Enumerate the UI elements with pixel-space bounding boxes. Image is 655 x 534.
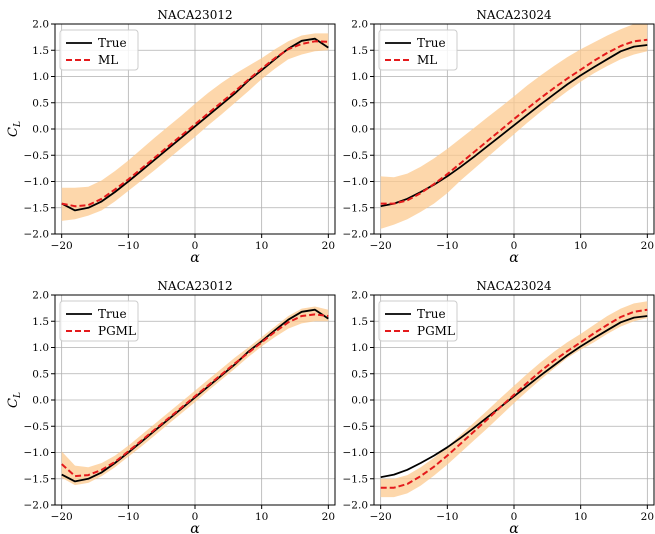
x-axis-label: α bbox=[509, 250, 519, 266]
y-tick-label: 1.0 bbox=[351, 342, 368, 354]
y-tick-label: 0.5 bbox=[351, 97, 368, 109]
y-tick-label: 2.0 bbox=[351, 19, 368, 31]
x-tick-label: 0 bbox=[192, 511, 199, 523]
y-tick-label: 0.5 bbox=[32, 97, 49, 109]
y-tick-label: 0.0 bbox=[351, 124, 368, 136]
y-tick-label: 2.0 bbox=[32, 290, 49, 302]
y-tick-label: −1.0 bbox=[343, 447, 369, 459]
y-tick-label: 0.5 bbox=[351, 368, 368, 380]
y-tick-label: −1.5 bbox=[343, 202, 369, 214]
y-tick-label: −1.5 bbox=[24, 473, 50, 485]
x-tick-label: −10 bbox=[117, 240, 139, 252]
x-tick-label: 10 bbox=[574, 511, 587, 523]
x-tick-label: 10 bbox=[255, 511, 268, 523]
series-line-true bbox=[380, 315, 648, 479]
chart-title: NACA23012 bbox=[157, 279, 232, 293]
series-line-pgml bbox=[61, 313, 329, 478]
x-tick-label: −20 bbox=[51, 511, 73, 523]
x-tick-label: 20 bbox=[322, 511, 335, 523]
y-tick-label: 0.0 bbox=[32, 124, 49, 136]
y-tick-label: −1.5 bbox=[24, 202, 50, 214]
y-tick-label: 1.5 bbox=[32, 316, 49, 328]
y-axis-label-main: C bbox=[6, 398, 21, 408]
y-tick-label: −2.0 bbox=[343, 229, 369, 241]
y-tick-label: 2.0 bbox=[351, 290, 368, 302]
y-tick-label: −1.0 bbox=[24, 447, 50, 459]
x-tick-label: −10 bbox=[436, 240, 458, 252]
y-tick-label: 1.0 bbox=[351, 71, 368, 83]
y-tick-label: 1.0 bbox=[32, 342, 49, 354]
y-tick-label: 0.5 bbox=[32, 368, 49, 380]
series-line-ml bbox=[61, 40, 329, 208]
y-axis-label-main: C bbox=[6, 127, 21, 137]
y-axis-label: CL bbox=[6, 392, 23, 408]
x-tick-label: 0 bbox=[192, 240, 199, 252]
x-tick-label: 10 bbox=[574, 240, 587, 252]
x-tick-label: −10 bbox=[436, 511, 458, 523]
series-line-ml bbox=[380, 38, 648, 205]
y-tick-label: −2.0 bbox=[343, 500, 369, 512]
chart-title: NACA23024 bbox=[476, 8, 552, 22]
legend-label-true: True bbox=[98, 36, 127, 50]
y-tick-label: −1.5 bbox=[343, 473, 369, 485]
x-tick-label: 20 bbox=[641, 240, 654, 252]
y-axis-label-sub: L bbox=[13, 121, 23, 128]
chart-panel-2: −20 −10 0 10 20 −2.0 −1.5 −1.0 −0.5 0.0 0.5 1.0 1.5 2… bbox=[343, 8, 655, 266]
chart-title: NACA23012 bbox=[157, 8, 232, 22]
x-tick-label: 10 bbox=[255, 240, 268, 252]
y-axis-label: CL bbox=[6, 121, 23, 137]
y-tick-label: 1.0 bbox=[32, 71, 49, 83]
series-line-pgml bbox=[380, 308, 648, 489]
x-axis-label: α bbox=[509, 521, 519, 534]
y-tick-label: 2.0 bbox=[32, 19, 49, 31]
legend-label-pgml: PGML bbox=[98, 324, 136, 338]
y-axis-label-sub: L bbox=[13, 392, 23, 399]
x-tick-label: 0 bbox=[511, 240, 518, 252]
y-tick-label: 0.0 bbox=[32, 395, 49, 407]
x-tick-label: 0 bbox=[511, 511, 518, 523]
x-tick-label: −10 bbox=[117, 511, 139, 523]
chart-panel-4: −20 −10 0 10 20 −2.0 −1.5 −1.0 −0.5 0.0 0.5 1.0 1.5 2… bbox=[343, 279, 655, 534]
y-tick-label: −1.0 bbox=[343, 176, 369, 188]
x-tick-label: 20 bbox=[641, 511, 654, 523]
y-tick-label: −2.0 bbox=[24, 500, 50, 512]
legend-label-ml: ML bbox=[417, 53, 437, 67]
y-tick-label: −2.0 bbox=[24, 229, 50, 241]
chart-title: NACA23024 bbox=[476, 279, 552, 293]
y-tick-label: 1.5 bbox=[351, 45, 368, 57]
y-tick-label: 0.0 bbox=[351, 395, 368, 407]
legend-label-pgml: PGML bbox=[417, 324, 455, 338]
y-tick-label: −0.5 bbox=[343, 150, 369, 162]
x-tick-label: 20 bbox=[322, 240, 335, 252]
y-tick-label: 1.5 bbox=[351, 316, 368, 328]
chart-panel-3: −20 −10 0 10 20 −2.0 −1.5 −1.0 −0.5 0.0 0.5 1.0 1.5 2… bbox=[6, 279, 336, 534]
y-tick-label: −0.5 bbox=[24, 421, 50, 433]
y-tick-label: −0.5 bbox=[24, 150, 50, 162]
y-tick-label: −0.5 bbox=[343, 421, 369, 433]
y-tick-label: −1.0 bbox=[24, 176, 50, 188]
legend-label-true: True bbox=[98, 307, 127, 321]
chart-panel-1: −20 −10 0 10 20 −2.0 −1.5 −1.0 −0.5 0.0 0.5 1.0 1.5 2… bbox=[6, 8, 336, 266]
x-tick-label: −20 bbox=[51, 240, 73, 252]
x-axis-label: α bbox=[190, 250, 200, 266]
legend-label-true: True bbox=[417, 36, 446, 50]
legend-label-ml: ML bbox=[98, 53, 118, 67]
x-tick-label: −20 bbox=[370, 240, 392, 252]
legend-label-true: True bbox=[417, 307, 446, 321]
x-axis-label: α bbox=[190, 521, 200, 534]
x-tick-label: −20 bbox=[370, 511, 392, 523]
y-tick-label: 1.5 bbox=[32, 45, 49, 57]
